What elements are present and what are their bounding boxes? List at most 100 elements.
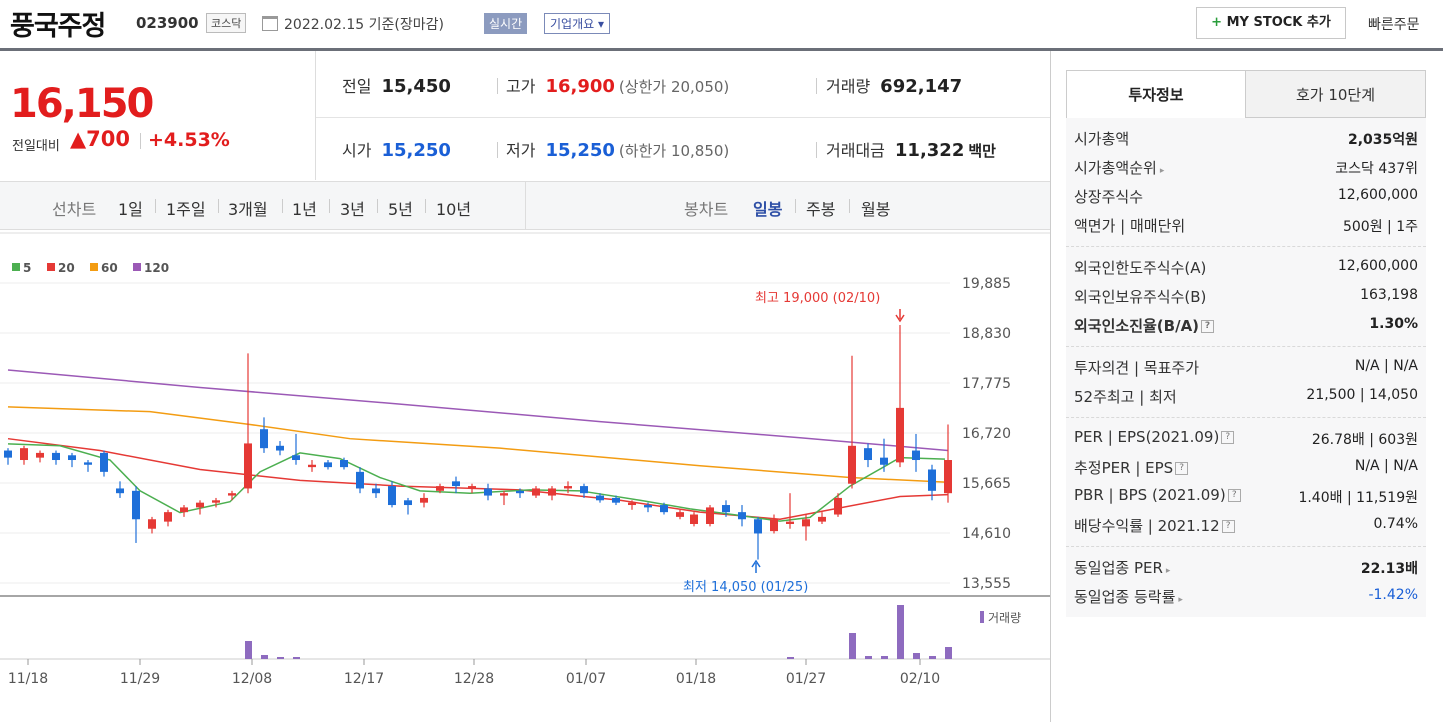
- stock-code: 023900: [136, 14, 199, 32]
- volume-bar: [913, 653, 920, 659]
- candle-body: [388, 486, 396, 506]
- info-key: 배당수익률 | 2021.12?: [1074, 515, 1235, 536]
- candle-body: [786, 521, 794, 524]
- add-mystock-button[interactable]: + MY STOCK 추가: [1196, 7, 1346, 39]
- chevron-right-icon: ▸: [1178, 595, 1183, 605]
- info-key: 외국인소진율(B/A)?: [1074, 315, 1215, 336]
- chevron-right-icon: ▸: [1159, 166, 1165, 176]
- y-tick-label: 18,830: [962, 326, 1011, 342]
- stock-name: 풍국주정: [10, 11, 106, 42]
- candle-body: [196, 502, 204, 508]
- chart-period-bar: 선차트 1일 1주일 3개월 1년 3년 5년 10년 봉차트 일봉 주봉 월봉: [0, 181, 1050, 230]
- candle-body: [596, 495, 604, 501]
- period-10y[interactable]: 10년: [436, 200, 472, 219]
- candle-body: [944, 460, 952, 494]
- info-value: 0.74%: [1373, 516, 1418, 532]
- info-section: 외국인한도주식수(A) 12,600,000 외국인보유주식수(B) 163,198 외…: [1066, 247, 1426, 347]
- info-key: 외국인보유주식수(B): [1074, 286, 1206, 307]
- info-section: PER | EPS(2021.09)? 26.78배 | 603원 추정PER | …: [1066, 418, 1426, 547]
- x-tick-label: 01/27: [786, 671, 826, 687]
- candle-body: [754, 519, 762, 534]
- company-overview-button[interactable]: 기업개요 ▾: [544, 13, 610, 34]
- info-key-text: 추정PER | EPS: [1074, 459, 1174, 477]
- info-key[interactable]: 동일업종 PER ▸: [1074, 557, 1170, 578]
- candle-daily[interactable]: 일봉: [753, 200, 783, 219]
- period-5y[interactable]: 5년: [388, 200, 413, 219]
- stat-label: 거래량: [826, 77, 871, 96]
- stat-label: 거래대금: [826, 141, 885, 160]
- x-tick-label: 11/29: [120, 671, 160, 687]
- x-tick-label: 12/28: [454, 671, 494, 687]
- period-3m[interactable]: 3개월: [228, 200, 268, 219]
- period-1w[interactable]: 1주일: [166, 200, 206, 219]
- candle-body: [690, 514, 698, 524]
- volume-bar: [849, 633, 856, 659]
- info-row: 액면가 | 매매단위 500원 | 1주: [1074, 211, 1418, 240]
- tab-investment-info[interactable]: 투자정보: [1066, 70, 1246, 118]
- info-value: N/A | N/A: [1354, 358, 1418, 374]
- volume-legend-swatch: [980, 611, 984, 623]
- y-tick-label: 14,610: [962, 526, 1011, 542]
- candle-body: [100, 452, 108, 472]
- divider: [316, 117, 1050, 118]
- info-section: 시가총액 2,035억원 시가총액순위 ▸ 코스닥 437위 상장주식수 12,600,00…: [1066, 118, 1426, 247]
- period-3y[interactable]: 3년: [340, 200, 365, 219]
- info-key[interactable]: 동일업종 등락률 ▸: [1074, 586, 1183, 607]
- candle-body: [770, 519, 778, 532]
- x-tick-label: 01/18: [676, 671, 716, 687]
- info-value: 22.13배: [1360, 561, 1418, 577]
- ma5-line: [7, 443, 946, 522]
- help-icon[interactable]: ?: [1221, 431, 1235, 444]
- candle-body: [4, 450, 12, 458]
- info-key: PER | EPS(2021.09)?: [1074, 428, 1235, 446]
- price-change-pct: +4.53%: [148, 129, 230, 151]
- info-value: 12,600,000: [1337, 187, 1418, 203]
- high-annotation-arrowhead: [895, 314, 905, 323]
- info-row: 외국인소진율(B/A)? 1.30%: [1074, 311, 1418, 340]
- period-1y[interactable]: 1년: [292, 200, 317, 219]
- candle-body: [324, 462, 332, 468]
- candle-body: [180, 507, 188, 513]
- help-icon[interactable]: ?: [1201, 320, 1215, 333]
- info-row: 외국인보유주식수(B) 163,198: [1074, 282, 1418, 311]
- candle-weekly[interactable]: 주봉: [806, 200, 836, 219]
- help-icon[interactable]: ?: [1175, 462, 1189, 475]
- info-key: 시가총액: [1074, 128, 1129, 149]
- candle-body: [292, 455, 300, 461]
- help-icon[interactable]: ?: [1227, 489, 1241, 502]
- candle-body: [548, 488, 556, 496]
- price-chart[interactable]: 19,885 18,830 17,775 16,720 15,665 14,610 13,5…: [0, 231, 1050, 722]
- candle-body: [420, 497, 428, 503]
- x-tick-label: 12/17: [344, 671, 384, 687]
- period-1d[interactable]: 1일: [118, 200, 143, 219]
- market-badge: 코스닥: [206, 13, 247, 33]
- candle-body: [452, 481, 460, 487]
- candle-monthly[interactable]: 월봉: [861, 200, 891, 219]
- quick-order-link[interactable]: 빠른주문: [1368, 17, 1420, 33]
- y-tick-label: 13,555: [962, 576, 1011, 592]
- stat-high: 고가 16,900 (상한가 20,050): [506, 73, 729, 97]
- stock-header: 풍국주정 023900 코스닥 2022.02.15 기준(장마감) 실시간 기…: [0, 0, 1443, 48]
- info-key-text: PER | EPS(2021.09): [1074, 428, 1220, 446]
- info-row: 배당수익률 | 2021.12? 0.74%: [1074, 511, 1418, 540]
- info-row: 동일업종 등락률 ▸ -1.42%: [1074, 582, 1418, 611]
- info-value: 12,600,000: [1337, 258, 1418, 274]
- legend-swatch: [47, 263, 55, 271]
- info-key-text: 배당수익률 | 2021.12: [1074, 517, 1220, 535]
- tab-orderbook[interactable]: 호가 10단계: [1245, 70, 1426, 118]
- add-mystock-label: MY STOCK 추가: [1226, 15, 1331, 30]
- help-icon[interactable]: ?: [1221, 520, 1235, 533]
- stat-sub: (하한가 10,850): [618, 142, 730, 160]
- info-value: 500원 | 1주: [1342, 219, 1418, 235]
- candle-body: [356, 471, 364, 489]
- candle-body: [308, 464, 316, 468]
- x-tick-label: 11/18: [8, 671, 48, 687]
- candle-body: [612, 497, 620, 503]
- info-key[interactable]: 시가총액순위 ▸: [1074, 157, 1164, 178]
- candle-body: [818, 516, 826, 522]
- realtime-button[interactable]: 실시간: [484, 13, 528, 34]
- info-key-text: 동일업종 PER: [1074, 559, 1163, 577]
- divider: [795, 199, 796, 213]
- candle-body: [404, 500, 412, 506]
- info-row: PBR | BPS (2021.09)? 1.40배 | 11,519원: [1074, 482, 1418, 511]
